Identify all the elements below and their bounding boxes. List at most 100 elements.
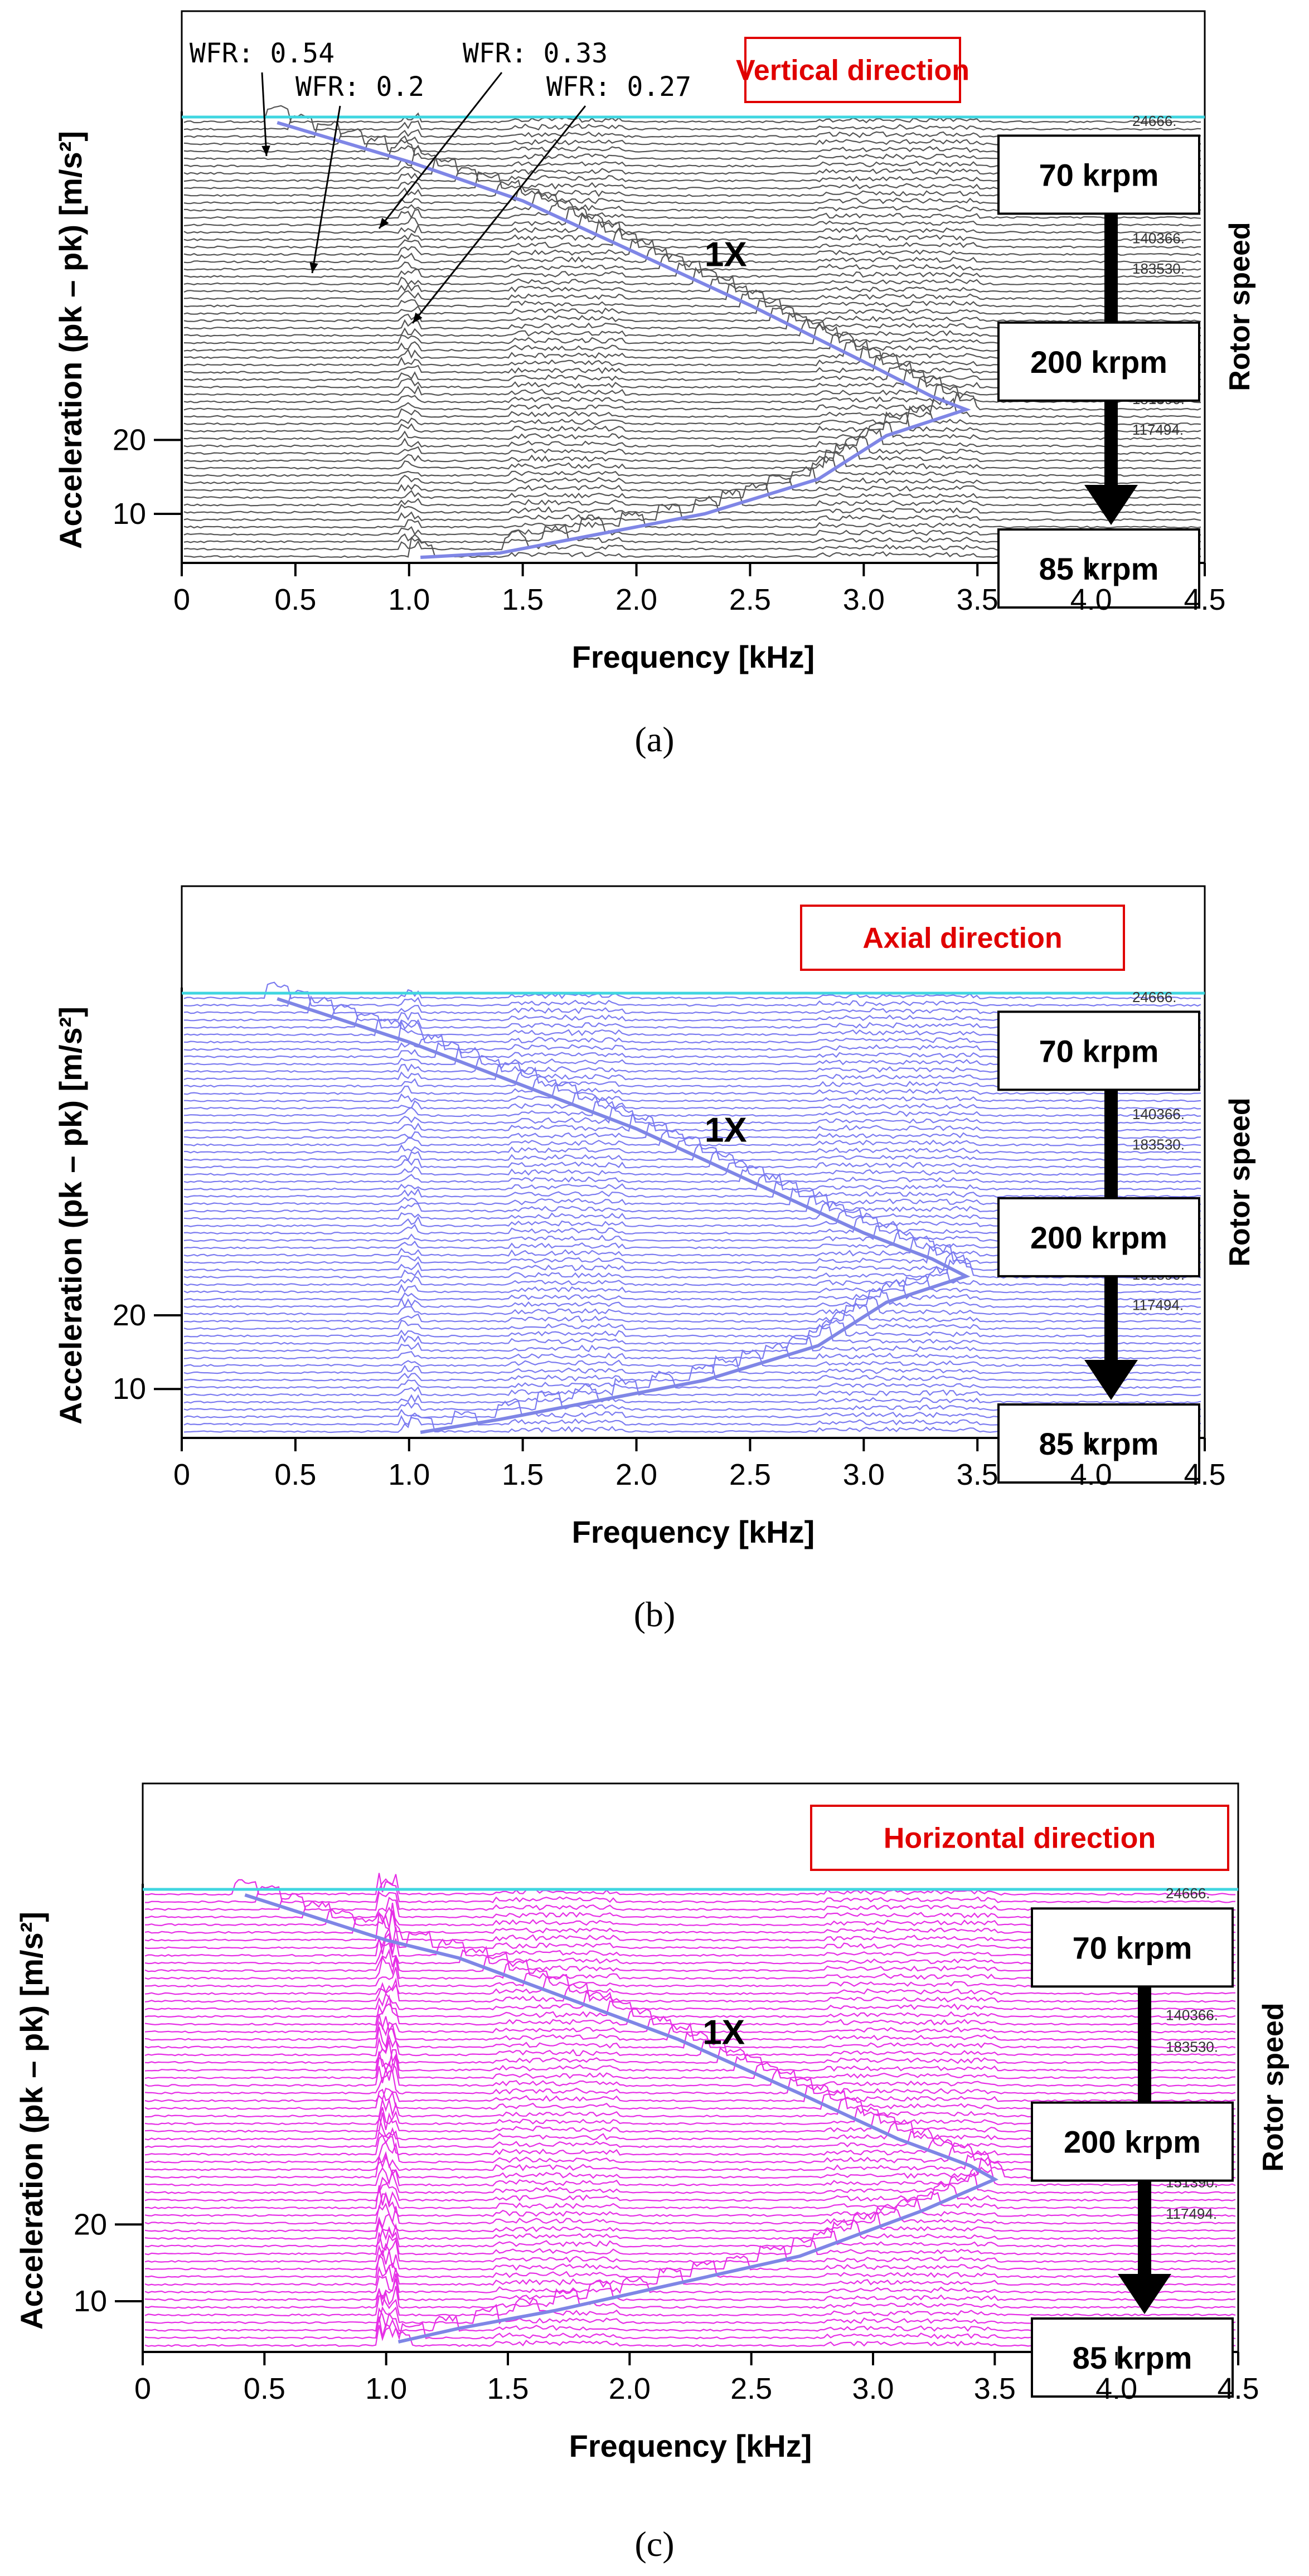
speed-box-label: 85 krpm	[1039, 551, 1159, 586]
x-tick-label: 4.5	[1217, 2372, 1259, 2405]
spectrum-trace	[183, 405, 1201, 426]
wfr-arrow-head	[379, 217, 389, 229]
wfr-label: WFR: 0.54	[190, 38, 334, 69]
spectrum-trace	[183, 266, 1201, 286]
spectrum-trace	[144, 2185, 1236, 2210]
trace-id-label: 24666.	[1166, 1885, 1210, 1902]
spectrum-trace	[144, 1878, 1236, 1903]
speed-box-label: 200 krpm	[1064, 2125, 1201, 2160]
spectrum-trace	[144, 2238, 1236, 2263]
x-tick-label: 1.5	[487, 2372, 529, 2405]
one-x-curve	[244, 1893, 999, 2344]
spectrum-trace	[144, 2225, 1236, 2248]
one-x-label: 1X	[705, 235, 747, 274]
spectrum-trace	[183, 1136, 1201, 1154]
direction-label: Horizontal direction	[884, 1822, 1156, 1855]
spectrum-trace	[183, 261, 1201, 278]
rotor-speed-label: Rotor speed	[1224, 222, 1256, 391]
spectrum-trace	[183, 1105, 1201, 1125]
spectrum-trace	[144, 2026, 1236, 2049]
spectrum-trace	[183, 239, 1201, 256]
spectrum-trace	[144, 2084, 1236, 2102]
direction-label: Axial direction	[862, 922, 1062, 955]
spectrum-trace	[144, 2040, 1236, 2064]
spectrum-trace	[183, 474, 1201, 492]
spectrum-trace	[183, 392, 1201, 411]
y-tick-label: 10	[113, 497, 146, 531]
spectrum-trace	[183, 105, 1201, 124]
wfr-arrow	[411, 105, 586, 324]
spectrum-trace	[144, 2020, 1235, 2041]
spectrum-trace	[183, 1265, 1201, 1286]
spectrum-trace	[183, 1275, 1201, 1294]
spectrum-trace	[183, 1150, 1201, 1169]
spectrum-trace	[183, 503, 1201, 522]
spectrum-trace	[144, 2003, 1236, 2026]
spectrum-trace	[183, 1129, 1201, 1146]
spectrum-trace	[183, 489, 1201, 507]
spectrum-trace	[183, 1383, 1201, 1404]
x-axis-label: Frequency [kHz]	[572, 1514, 815, 1549]
y-tick-label: 20	[113, 1299, 146, 1332]
spectrum-trace	[144, 2249, 1236, 2271]
spectrum-trace	[144, 1873, 1235, 1896]
speed-box-label: 85 krpm	[1073, 2340, 1192, 2375]
speed-arrow-shaft	[1104, 213, 1118, 323]
x-tick-label: 0.5	[274, 1458, 316, 1491]
x-axis-label: Frequency [kHz]	[569, 2428, 812, 2463]
spectrum-trace	[183, 495, 1201, 514]
spectrum-trace	[183, 1287, 1201, 1309]
trace-id-label: 117494.	[1132, 421, 1184, 438]
x-tick-label: 3.0	[852, 2372, 894, 2405]
spectrum-trace	[183, 420, 1201, 440]
speed-arrow-shaft	[1104, 1276, 1118, 1365]
spectrum-trace	[144, 2232, 1236, 2256]
one-x-label: 1X	[705, 1111, 747, 1150]
wfr-arrow-head	[261, 145, 270, 156]
caption-a: (a)	[634, 720, 675, 759]
wfr-label: WFR: 0.2	[295, 71, 424, 103]
x-tick-label: 3.5	[957, 583, 998, 616]
spectrum-trace	[183, 218, 1201, 241]
spectrum-trace	[183, 1143, 1201, 1161]
spectrum-trace	[183, 989, 1201, 1007]
spectrum-trace	[144, 2254, 1236, 2278]
x-tick-label: 4.0	[1095, 2372, 1137, 2405]
spectrum-trace	[183, 1342, 1201, 1360]
y-tick-label: 20	[74, 2208, 107, 2241]
x-tick-label: 0	[173, 1458, 190, 1491]
spectrum-trace	[183, 1160, 1201, 1176]
speed-box-label: 70 krpm	[1039, 1033, 1159, 1068]
spectrum-trace	[183, 1296, 1201, 1316]
spectrum-trace	[183, 443, 1201, 463]
direction-label: Vertical direction	[736, 55, 969, 87]
speed-arrow-shaft	[1138, 2180, 1151, 2279]
spectrum-trace	[144, 2264, 1236, 2286]
spectrum-trace	[183, 1122, 1201, 1139]
spectrum-trace	[144, 2170, 1236, 2194]
y-tick-label: 10	[74, 2285, 107, 2318]
spectrum-trace	[183, 427, 1201, 448]
caption-c: (c)	[634, 2524, 675, 2564]
x-tick-label: 2.0	[615, 1458, 657, 1491]
trace-id-label: 183530.	[1166, 2038, 1218, 2055]
spectrum-trace	[183, 289, 1201, 308]
spectrum-trace	[144, 1974, 1235, 1995]
spectrum-trace	[144, 2273, 1236, 2295]
spectrum-trace	[184, 1082, 1201, 1103]
spectrum-trace	[144, 2212, 1236, 2233]
x-tick-label: 2.5	[730, 2372, 772, 2405]
spectrum-trace	[183, 1377, 1201, 1397]
x-tick-label: 2.5	[729, 583, 771, 616]
waterfall-panel-c: 1X Horizontal direction 24666. 140366. 18353…	[14, 1782, 1289, 2463]
spectrum-trace	[144, 2176, 1236, 2202]
spectrum-trace	[144, 2295, 1236, 2317]
x-tick-label: 2.5	[729, 1458, 771, 1491]
spectrum-trace	[183, 1302, 1201, 1323]
x-tick-label: 4.0	[1070, 583, 1112, 616]
spectrum-trace	[183, 306, 1201, 323]
speed-box	[1031, 2101, 1234, 2182]
spectrum-trace	[183, 275, 1201, 293]
